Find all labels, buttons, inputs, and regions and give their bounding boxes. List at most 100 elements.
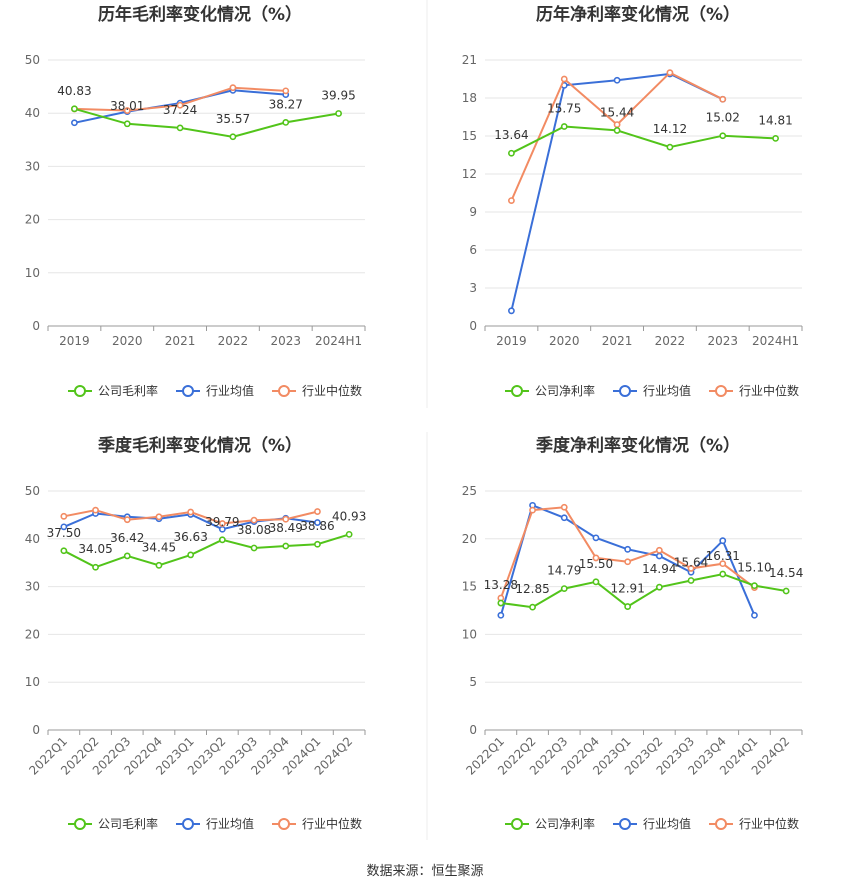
data-point bbox=[772, 135, 779, 142]
data-point bbox=[155, 513, 163, 521]
legend-swatch-marker bbox=[511, 818, 523, 830]
y-tick-label: 50 bbox=[25, 484, 40, 498]
data-label: 35.57 bbox=[216, 112, 250, 126]
chart-title: 季度毛利率变化情况（%） bbox=[98, 435, 302, 456]
x-tick-label: 2024H1 bbox=[752, 334, 799, 348]
data-label: 40.93 bbox=[332, 509, 366, 523]
chart-title: 历年毛利率变化情况（%） bbox=[98, 4, 302, 25]
y-tick-label: 10 bbox=[25, 675, 40, 689]
data-point bbox=[229, 84, 237, 92]
data-point bbox=[250, 544, 258, 552]
x-tick-label: 2020 bbox=[112, 334, 143, 348]
legend-label: 行业中位数 bbox=[302, 383, 362, 398]
y-tick-label: 25 bbox=[462, 484, 477, 498]
legend-swatch-marker bbox=[182, 385, 194, 397]
x-tick-label: 2022 bbox=[655, 334, 686, 348]
y-tick-label: 0 bbox=[469, 723, 477, 737]
data-point bbox=[624, 558, 632, 566]
data-point bbox=[314, 508, 321, 515]
y-tick-label: 30 bbox=[25, 580, 40, 594]
y-tick-label: 9 bbox=[469, 205, 477, 219]
data-label: 36.42 bbox=[110, 531, 144, 545]
data-label: 36.63 bbox=[173, 530, 207, 544]
data-source-label: 数据来源：恒生聚源 bbox=[366, 864, 483, 879]
legend-label: 行业均值 bbox=[206, 816, 254, 831]
data-label: 15.64 bbox=[674, 555, 708, 569]
x-tick-label: 2023 bbox=[707, 334, 738, 348]
x-tick-label: 2021 bbox=[602, 334, 633, 348]
x-tick-label: 2019 bbox=[496, 334, 527, 348]
data-label: 34.05 bbox=[78, 542, 112, 556]
data-point bbox=[782, 587, 790, 595]
y-tick-label: 15 bbox=[462, 580, 477, 594]
legend: 公司毛利率 行业均值 行业中位数 bbox=[68, 816, 362, 831]
data-point bbox=[560, 503, 568, 511]
y-tick-label: 20 bbox=[25, 627, 40, 641]
data-point bbox=[60, 547, 68, 555]
y-tick-label: 18 bbox=[462, 91, 477, 105]
legend-swatch-marker bbox=[278, 818, 290, 830]
legend-item-3[interactable]: 行业中位数 bbox=[272, 383, 362, 398]
data-point bbox=[218, 536, 226, 544]
series-line-1 bbox=[74, 107, 339, 138]
data-point bbox=[508, 307, 515, 315]
data-point bbox=[508, 149, 515, 157]
data-point bbox=[751, 611, 758, 619]
legend-item-2[interactable]: 行业均值 bbox=[613, 816, 691, 831]
legend-item-2[interactable]: 行业均值 bbox=[613, 383, 691, 398]
y-tick-label: 10 bbox=[462, 627, 477, 641]
data-point bbox=[624, 603, 632, 610]
data-point bbox=[719, 95, 727, 103]
data-point bbox=[529, 506, 536, 514]
data-point bbox=[719, 570, 727, 578]
chart-title: 季度净利率变化情况（%） bbox=[536, 435, 740, 456]
y-tick-label: 21 bbox=[462, 53, 477, 67]
data-point bbox=[655, 546, 663, 554]
data-label: 15.02 bbox=[706, 111, 740, 125]
data-point bbox=[666, 69, 674, 77]
x-tick-label: 2020 bbox=[549, 334, 580, 348]
chart-panel-4: 季度净利率变化情况（%）05101520252022Q12022Q22022Q3… bbox=[462, 435, 804, 831]
data-point bbox=[592, 578, 600, 586]
y-tick-label: 15 bbox=[462, 129, 477, 143]
legend-swatch-marker bbox=[278, 385, 290, 397]
data-point bbox=[123, 120, 131, 128]
legend-item-1[interactable]: 公司净利率 bbox=[505, 383, 595, 398]
legend-item-3[interactable]: 行业中位数 bbox=[709, 816, 799, 831]
data-point bbox=[666, 143, 674, 151]
data-point bbox=[719, 560, 727, 568]
data-point bbox=[751, 582, 758, 590]
data-point bbox=[92, 506, 99, 514]
data-label: 14.94 bbox=[642, 562, 676, 576]
x-tick-label: 2021 bbox=[165, 334, 196, 348]
legend: 公司净利率 行业均值 行业中位数 bbox=[505, 383, 799, 398]
legend-item-2[interactable]: 行业均值 bbox=[176, 816, 254, 831]
data-point bbox=[314, 519, 321, 526]
legend-item-2[interactable]: 行业均值 bbox=[176, 383, 254, 398]
data-point bbox=[613, 121, 621, 128]
data-point bbox=[218, 520, 226, 527]
legend-swatch-marker bbox=[715, 385, 727, 397]
data-label: 38.49 bbox=[269, 521, 303, 535]
y-tick-label: 40 bbox=[25, 532, 40, 546]
data-point bbox=[282, 87, 290, 95]
data-point bbox=[71, 105, 78, 113]
legend-label: 行业均值 bbox=[643, 383, 691, 398]
data-label: 37.50 bbox=[47, 526, 81, 540]
legend-item-1[interactable]: 公司毛利率 bbox=[68, 816, 158, 831]
legend-item-1[interactable]: 公司毛利率 bbox=[68, 383, 158, 398]
x-tick-label: 2024H1 bbox=[315, 334, 362, 348]
legend-item-1[interactable]: 公司净利率 bbox=[505, 816, 595, 831]
legend-item-3[interactable]: 行业中位数 bbox=[709, 383, 799, 398]
chart-panel-1: 历年毛利率变化情况（%） 0 10 20 30 40 50 2019 2020 2021 2022 2… bbox=[25, 4, 366, 398]
x-tick-label: 2022 bbox=[218, 334, 249, 348]
data-point bbox=[282, 515, 290, 523]
legend-item-3[interactable]: 行业中位数 bbox=[272, 816, 362, 831]
data-point bbox=[123, 552, 131, 560]
legend-label: 公司毛利率 bbox=[98, 816, 158, 831]
y-tick-label: 3 bbox=[469, 281, 477, 295]
legend-label: 行业中位数 bbox=[739, 383, 799, 398]
data-point bbox=[187, 508, 195, 516]
data-point bbox=[497, 599, 505, 607]
